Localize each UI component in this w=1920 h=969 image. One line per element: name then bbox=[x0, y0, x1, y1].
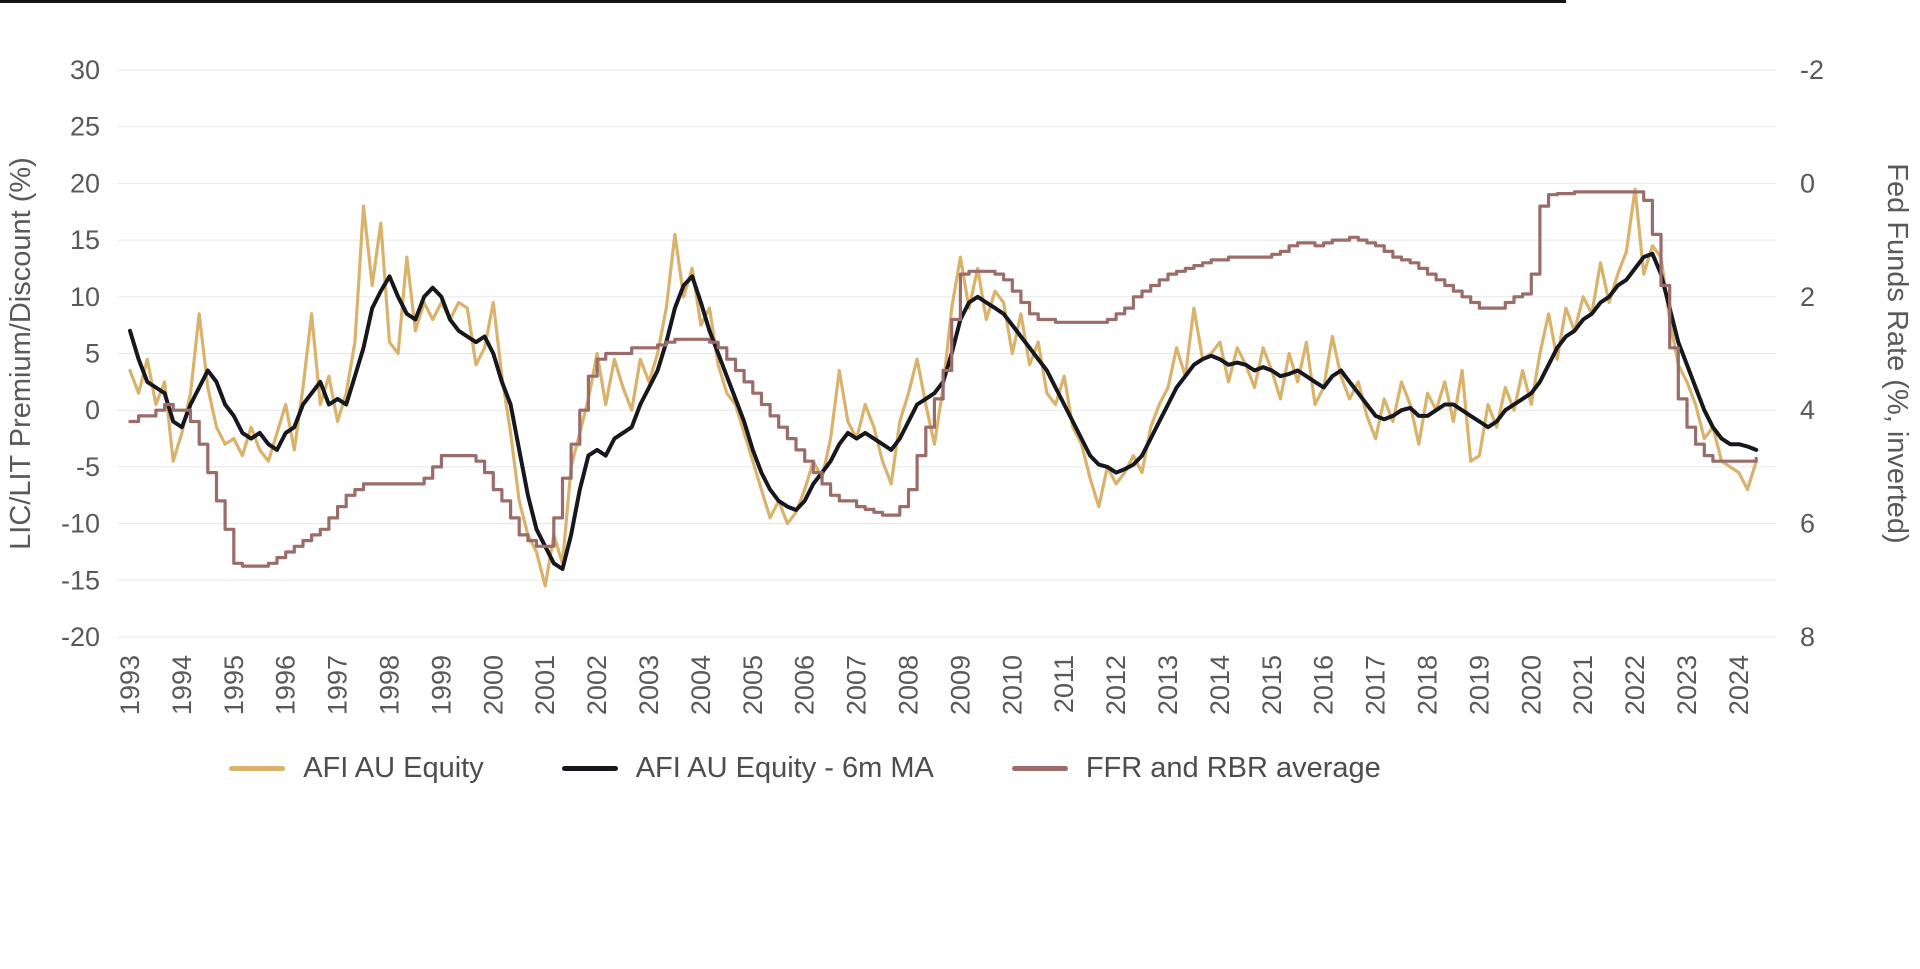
series-lines bbox=[128, 187, 1759, 588]
svg-text:-15: -15 bbox=[61, 565, 100, 595]
legend-label: AFI AU Equity bbox=[303, 752, 484, 784]
svg-text:2016: 2016 bbox=[1309, 655, 1339, 715]
chart-legend: AFI AU Equity AFI AU Equity - 6m MA FFR … bbox=[75, 752, 1535, 785]
svg-text:2004: 2004 bbox=[686, 655, 716, 715]
svg-text:1998: 1998 bbox=[375, 655, 405, 715]
svg-text:2002: 2002 bbox=[582, 655, 612, 715]
svg-text:1999: 1999 bbox=[426, 655, 456, 715]
svg-text:2008: 2008 bbox=[894, 655, 924, 715]
top-rule bbox=[0, 0, 1566, 3]
svg-text:-5: -5 bbox=[76, 452, 100, 482]
svg-text:1997: 1997 bbox=[323, 655, 353, 715]
svg-text:4: 4 bbox=[1800, 395, 1815, 425]
svg-text:2009: 2009 bbox=[945, 655, 975, 715]
svg-text:2019: 2019 bbox=[1464, 655, 1494, 715]
gridlines bbox=[118, 69, 1776, 638]
left-axis-title: LIC/LIT Premium/Discount (%) bbox=[5, 157, 37, 550]
svg-text:2023: 2023 bbox=[1672, 655, 1702, 715]
svg-text:2007: 2007 bbox=[842, 655, 872, 715]
svg-text:15: 15 bbox=[70, 225, 100, 255]
svg-text:2006: 2006 bbox=[790, 655, 820, 715]
svg-text:-20: -20 bbox=[61, 622, 100, 652]
svg-text:20: 20 bbox=[70, 168, 100, 198]
legend-label: FFR and RBR average bbox=[1085, 752, 1381, 784]
svg-text:2024: 2024 bbox=[1724, 655, 1754, 715]
svg-text:6: 6 bbox=[1800, 509, 1815, 539]
svg-text:2001: 2001 bbox=[530, 655, 560, 715]
svg-text:2011: 2011 bbox=[1049, 655, 1079, 713]
svg-text:1994: 1994 bbox=[167, 655, 197, 715]
svg-text:2022: 2022 bbox=[1620, 655, 1650, 715]
left-axis-tick-labels: 30 25 20 15 10 5 0 -5 -10 -15 -20 bbox=[61, 55, 100, 652]
legend-label: AFI AU Equity - 6m MA bbox=[635, 752, 934, 784]
svg-text:2010: 2010 bbox=[997, 655, 1027, 715]
svg-text:2013: 2013 bbox=[1153, 655, 1183, 715]
legend-item-ffr-and-rbr-average: FFR and RBR average bbox=[1011, 752, 1381, 785]
svg-text:1995: 1995 bbox=[219, 655, 249, 715]
svg-text:2015: 2015 bbox=[1257, 655, 1287, 715]
svg-text:30: 30 bbox=[70, 55, 100, 85]
svg-text:2003: 2003 bbox=[634, 655, 664, 715]
svg-text:5: 5 bbox=[85, 339, 100, 369]
right-axis-tick-labels: -2 0 2 4 6 8 bbox=[1800, 55, 1824, 652]
svg-text:2000: 2000 bbox=[478, 655, 508, 715]
series-ffr-and-rbr-average bbox=[128, 190, 1758, 568]
svg-text:0: 0 bbox=[85, 395, 100, 425]
svg-text:0: 0 bbox=[1800, 168, 1815, 198]
svg-text:2: 2 bbox=[1800, 282, 1815, 312]
svg-text:8: 8 bbox=[1800, 622, 1815, 652]
svg-text:2005: 2005 bbox=[738, 655, 768, 715]
svg-text:10: 10 bbox=[70, 282, 100, 312]
svg-text:1993: 1993 bbox=[115, 655, 145, 715]
svg-text:2020: 2020 bbox=[1516, 655, 1546, 715]
svg-text:2012: 2012 bbox=[1101, 655, 1131, 715]
svg-text:-2: -2 bbox=[1800, 55, 1824, 85]
legend-item-afi-au-equity: AFI AU Equity bbox=[229, 752, 484, 785]
svg-text:2018: 2018 bbox=[1413, 655, 1443, 715]
svg-text:25: 25 bbox=[70, 112, 100, 142]
legend-item-afi-au-equity-6m-ma: AFI AU Equity - 6m MA bbox=[561, 752, 934, 785]
svg-text:-10: -10 bbox=[61, 509, 100, 539]
legend-swatch-ffr-and-rbr-average bbox=[1011, 766, 1068, 771]
right-axis-title: Fed Funds Rate (%, inverted) bbox=[1881, 163, 1913, 543]
legend-swatch-afi-au-equity-6m-ma bbox=[561, 766, 618, 771]
svg-text:2014: 2014 bbox=[1205, 655, 1235, 715]
svg-text:2021: 2021 bbox=[1568, 655, 1598, 715]
svg-text:1996: 1996 bbox=[271, 655, 301, 715]
legend-swatch-afi-au-equity bbox=[229, 766, 286, 771]
svg-text:2017: 2017 bbox=[1361, 655, 1391, 715]
x-axis-year-labels: 1993 1994 1995 1996 1997 1998 1999 2000 2001 2002… bbox=[115, 655, 1754, 715]
